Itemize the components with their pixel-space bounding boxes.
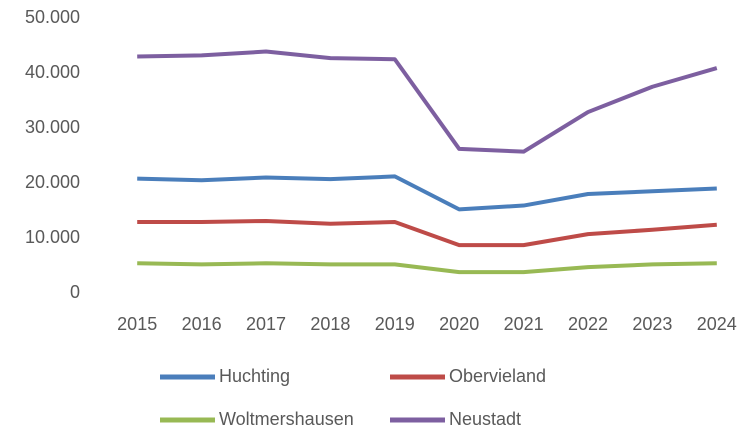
y-tick-label: 0 xyxy=(70,282,80,302)
series-line xyxy=(137,49,718,154)
series-line xyxy=(137,261,717,275)
legend-label: Woltmershausen xyxy=(219,409,354,429)
y-tick-label: 30.000 xyxy=(25,117,80,137)
x-tick-label: 2015 xyxy=(117,314,157,334)
x-tick-label: 2018 xyxy=(310,314,350,334)
x-tick-label: 2019 xyxy=(375,314,415,334)
x-tick-label: 2021 xyxy=(504,314,544,334)
series-line xyxy=(137,174,717,212)
x-tick-label: 2024 xyxy=(697,314,737,334)
y-tick-label: 50.000 xyxy=(25,7,80,27)
y-tick-label: 10.000 xyxy=(25,227,80,247)
x-tick-label: 2016 xyxy=(182,314,222,334)
legend-label: Neustadt xyxy=(449,409,521,429)
legend-label: Huchting xyxy=(219,366,290,386)
y-tick-label: 40.000 xyxy=(25,62,80,82)
x-tick-label: 2022 xyxy=(568,314,608,334)
series-line xyxy=(137,218,717,248)
x-tick-label: 2017 xyxy=(246,314,286,334)
legend-label: Obervieland xyxy=(449,366,546,386)
y-tick-label: 20.000 xyxy=(25,172,80,192)
x-tick-label: 2020 xyxy=(439,314,479,334)
x-tick-label: 2023 xyxy=(632,314,672,334)
